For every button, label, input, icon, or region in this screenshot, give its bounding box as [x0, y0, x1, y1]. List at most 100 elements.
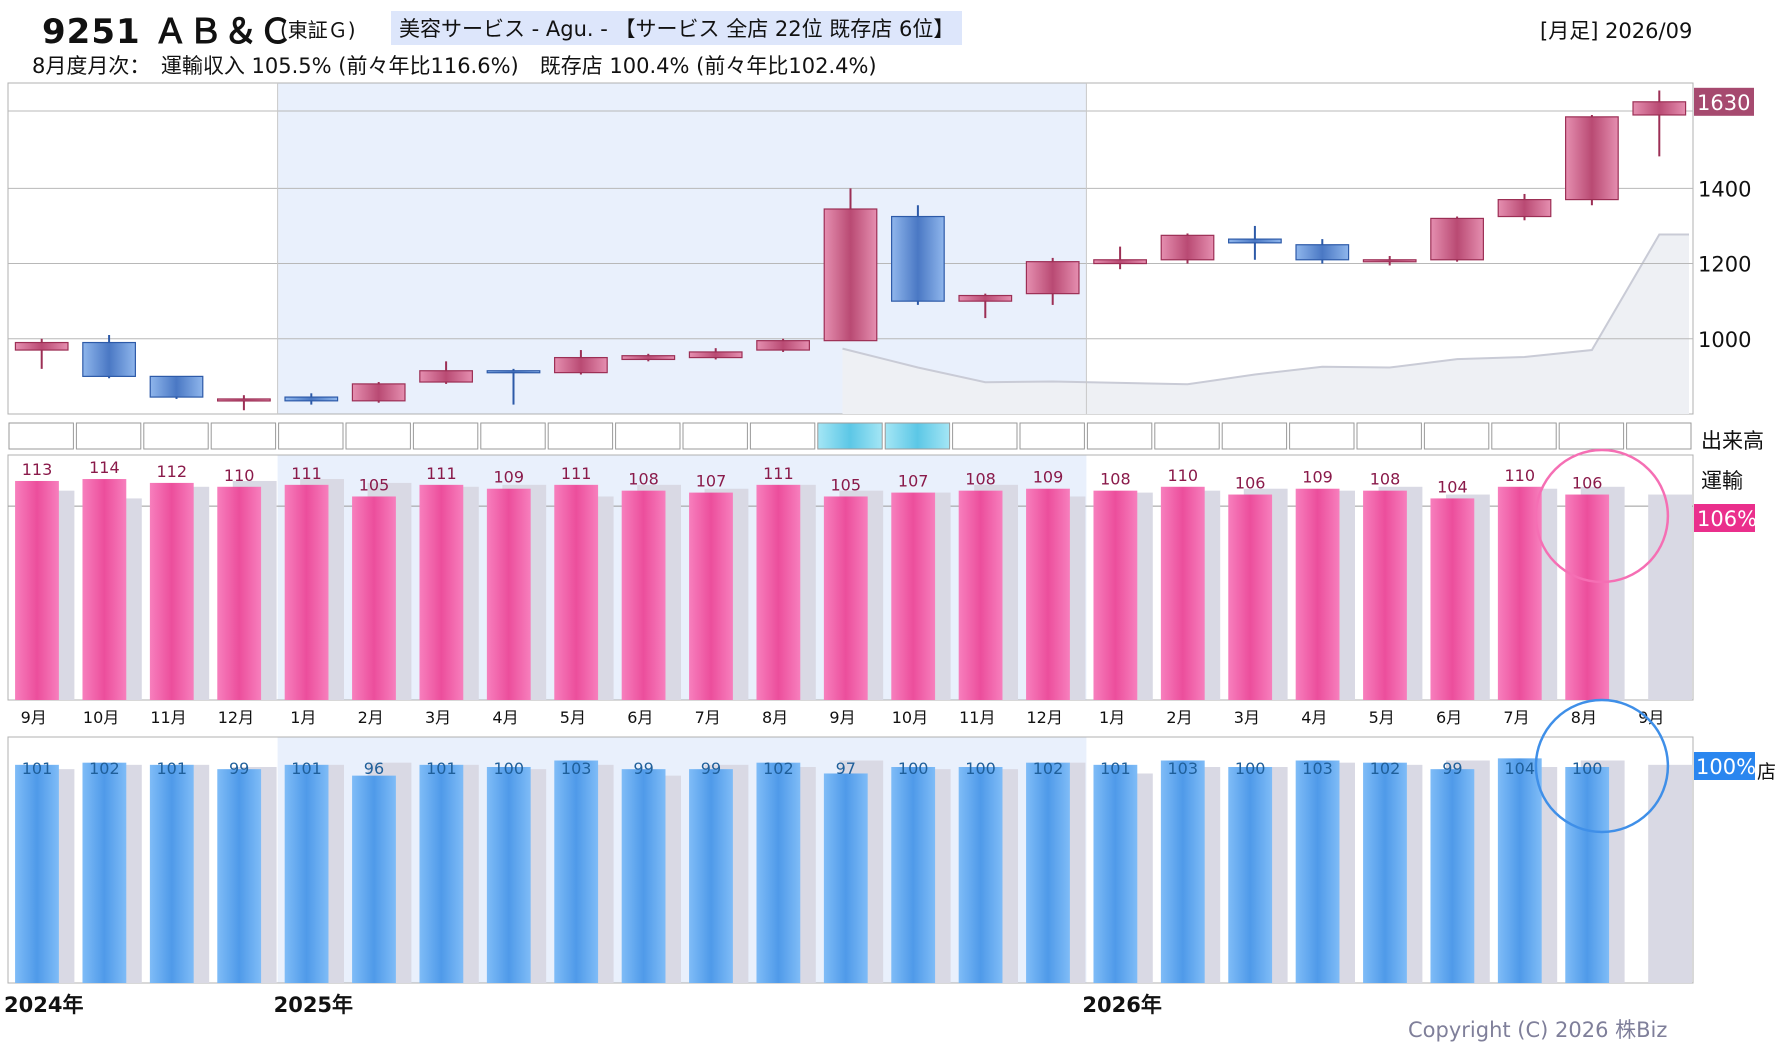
- volume-cell: [1086, 422, 1153, 450]
- month-label: 4月: [1301, 708, 1327, 727]
- candle-body: [1497, 199, 1552, 218]
- transport-bar: [891, 492, 936, 700]
- transport-value-label: 111: [561, 464, 592, 483]
- transport-value-label: 109: [1033, 468, 1064, 487]
- month-label: 4月: [492, 708, 518, 727]
- transport-value-label: 112: [157, 462, 188, 481]
- candle: [1362, 256, 1417, 266]
- transport-bar: [82, 479, 127, 700]
- month-label: 12月: [218, 708, 254, 727]
- highlight-band-transport: [277, 455, 1087, 700]
- month-label: 8月: [762, 708, 788, 727]
- year-label: 2024年: [4, 993, 83, 1017]
- existing-value-label: 101: [426, 759, 457, 778]
- existing-value-label: 101: [291, 759, 322, 778]
- volume-line: [842, 233, 1689, 386]
- transport-bar: [284, 484, 329, 700]
- existing-bar: [1026, 762, 1070, 983]
- candle: [486, 368, 541, 405]
- transport-value-label: 106: [1235, 474, 1266, 493]
- candle-body: [1228, 238, 1282, 244]
- candle: [419, 361, 473, 384]
- existing-bar: [1363, 762, 1407, 983]
- month-label: 7月: [1503, 708, 1529, 727]
- candle-body: [1295, 244, 1350, 261]
- volume-cell: [1154, 422, 1220, 450]
- existing-bar: [1295, 760, 1340, 983]
- transport-bar: [689, 492, 733, 700]
- volume-cell: [749, 422, 816, 450]
- candle-body: [621, 355, 676, 361]
- volume-cell: [8, 422, 74, 450]
- price-tick-label: 1000: [1698, 328, 1751, 352]
- existing-bar: [958, 767, 1003, 983]
- candle-body: [891, 215, 945, 302]
- month-label: 6月: [627, 708, 653, 727]
- existing-value-label: 101: [22, 759, 53, 778]
- month-label: 11月: [959, 708, 995, 727]
- existing-bar: [1228, 767, 1273, 983]
- transport-current-badge: [1694, 504, 1755, 532]
- transport-bar: [486, 488, 531, 700]
- existing-bar: [1093, 764, 1138, 983]
- transport-focus-circle: [1534, 448, 1670, 584]
- existing-bar: [823, 773, 868, 983]
- existing-value-label: 103: [1168, 759, 1199, 778]
- transport-value-label: 108: [628, 470, 659, 489]
- volume-cell: [278, 422, 344, 450]
- month-label: 3月: [425, 708, 451, 727]
- candle: [1497, 193, 1552, 221]
- volume-label: 出来高: [1701, 429, 1764, 453]
- existing-bar: [756, 762, 801, 983]
- transport-bar: [15, 480, 59, 700]
- transport-value-label: 111: [763, 464, 794, 483]
- candle: [284, 393, 339, 405]
- stock-code-name: 9251 ＡＢ＆Ｃ: [42, 12, 294, 52]
- existing-value-label: 99: [633, 759, 653, 778]
- month-label: 9月: [21, 708, 47, 727]
- month-label: 9月: [1638, 708, 1664, 727]
- volume-cell: [1423, 422, 1490, 450]
- existing-value-label: 96: [364, 759, 384, 778]
- transport-bar: [1497, 486, 1542, 700]
- volume-cell: [817, 422, 883, 450]
- existing-value-label: 99: [701, 759, 721, 778]
- candle: [351, 382, 406, 403]
- transport-value-label: 104: [1437, 477, 1468, 496]
- transport-bar: [1228, 494, 1273, 700]
- existing-value-label: 103: [1302, 759, 1333, 778]
- month-label: 5月: [1369, 708, 1395, 727]
- transport-current-label: 106%: [1697, 507, 1757, 531]
- candle: [82, 335, 136, 379]
- month-label: 11月: [150, 708, 186, 727]
- existing-value-label: 100: [1235, 759, 1266, 778]
- month-label: 7月: [695, 708, 721, 727]
- transport-value-label: 111: [426, 464, 457, 483]
- volume-cell: [547, 422, 614, 450]
- transport-value-label: 108: [965, 470, 996, 489]
- copyright: Copyright (C) 2026 株Biz: [1408, 1018, 1668, 1042]
- existing-bar: [1497, 758, 1542, 983]
- existing-label-partial: 店: [1757, 761, 1776, 783]
- candle: [14, 338, 69, 369]
- month-label: 3月: [1234, 708, 1260, 727]
- transport-value-label: 107: [696, 472, 727, 491]
- candle-body: [958, 294, 1013, 302]
- transport-bar: [1430, 498, 1475, 700]
- volume-cell: [615, 422, 681, 450]
- candle: [621, 353, 676, 362]
- current-price-label: 1630: [1697, 91, 1750, 115]
- transport-bar: [1363, 490, 1407, 700]
- candle-body: [1430, 217, 1484, 261]
- candle: [1025, 257, 1080, 305]
- candle-body: [14, 341, 69, 351]
- existing-value-label: 100: [965, 759, 996, 778]
- transport-value-label: 105: [831, 475, 862, 494]
- transport-value-label: 109: [1302, 468, 1333, 487]
- transport-value-label: 109: [494, 468, 525, 487]
- transport-bar: [1160, 486, 1205, 700]
- volume-cell: [1289, 422, 1355, 450]
- existing-bar: [621, 769, 666, 983]
- month-label: 2月: [358, 708, 384, 727]
